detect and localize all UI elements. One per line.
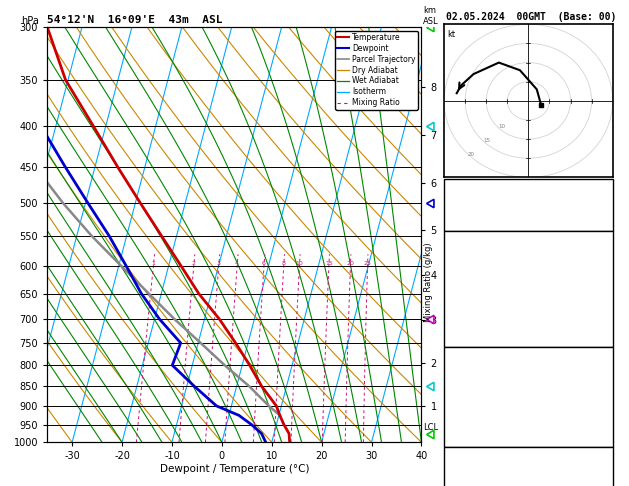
Text: 3: 3: [217, 261, 221, 266]
Text: 15: 15: [325, 261, 333, 266]
Text: 15: 15: [483, 138, 490, 143]
Text: 1: 1: [152, 261, 155, 266]
Text: 10: 10: [296, 261, 303, 266]
Text: km
ASL: km ASL: [423, 6, 439, 26]
Text: © weatheronline.co.uk: © weatheronline.co.uk: [483, 471, 580, 480]
Text: 8: 8: [603, 297, 609, 307]
Text: hPa: hPa: [21, 16, 39, 26]
Text: SREH: SREH: [448, 480, 469, 486]
Text: Lifted Index: Lifted Index: [448, 397, 513, 406]
Text: 25: 25: [364, 261, 372, 266]
Text: 13.6: 13.6: [587, 248, 609, 257]
Text: Pressure (mb): Pressure (mb): [448, 364, 518, 373]
Text: 8: 8: [282, 261, 286, 266]
Text: CIN (J): CIN (J): [448, 430, 486, 439]
Text: Most Unstable: Most Unstable: [493, 349, 564, 359]
Text: 43: 43: [598, 198, 609, 207]
X-axis label: Dewpoint / Temperature (°C): Dewpoint / Temperature (°C): [160, 464, 309, 474]
Text: 20: 20: [468, 152, 475, 157]
Text: 98: 98: [598, 464, 609, 473]
Text: Lifted Index: Lifted Index: [448, 297, 513, 307]
Text: LCL: LCL: [423, 423, 438, 432]
Text: θₑ (K): θₑ (K): [448, 381, 480, 390]
Text: 4: 4: [235, 261, 239, 266]
Text: 1.14: 1.14: [587, 214, 609, 224]
Text: θₑ(K): θₑ(K): [448, 281, 475, 290]
Text: 02.05.2024  00GMT  (Base: 00): 02.05.2024 00GMT (Base: 00): [447, 12, 616, 22]
Text: 4: 4: [603, 397, 609, 406]
Text: 925: 925: [593, 364, 609, 373]
Text: PW (cm): PW (cm): [448, 214, 486, 224]
Text: 0: 0: [603, 414, 609, 423]
Text: 311: 311: [593, 381, 609, 390]
Text: 0: 0: [603, 314, 609, 323]
Text: Temp (°C): Temp (°C): [448, 248, 496, 257]
Text: 6: 6: [262, 261, 266, 266]
Legend: Temperature, Dewpoint, Parcel Trajectory, Dry Adiabat, Wet Adiabat, Isotherm, Mi: Temperature, Dewpoint, Parcel Trajectory…: [335, 31, 418, 109]
Text: 8.8: 8.8: [593, 264, 609, 274]
Text: Mixing Ratio (g/kg): Mixing Ratio (g/kg): [425, 242, 433, 322]
Text: 10: 10: [498, 124, 505, 129]
Text: 97: 97: [598, 480, 609, 486]
Text: 306: 306: [593, 281, 609, 290]
Text: 20: 20: [347, 261, 354, 266]
Text: K: K: [448, 181, 454, 191]
Text: CIN (J): CIN (J): [448, 330, 486, 340]
Text: EH: EH: [448, 464, 459, 473]
Text: Dewp (°C): Dewp (°C): [448, 264, 496, 274]
Text: 2: 2: [192, 261, 196, 266]
Text: kt: kt: [447, 31, 455, 39]
Text: CAPE (J): CAPE (J): [448, 314, 491, 323]
Text: -13: -13: [593, 181, 609, 191]
Text: 54°12'N  16°09'E  43m  ASL: 54°12'N 16°09'E 43m ASL: [47, 15, 223, 25]
Text: Totals Totals: Totals Totals: [448, 198, 518, 207]
Text: Surface: Surface: [509, 233, 547, 243]
Text: CAPE (J): CAPE (J): [448, 414, 491, 423]
Text: 0: 0: [603, 430, 609, 439]
Text: Hodograph: Hodograph: [504, 449, 552, 458]
Text: 0: 0: [603, 330, 609, 340]
